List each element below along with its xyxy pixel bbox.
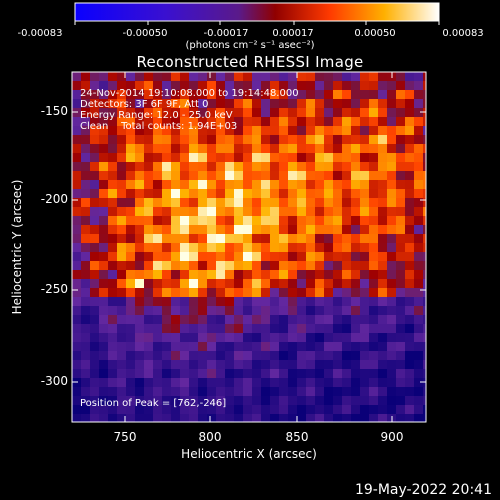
x-tick-label: 750 bbox=[113, 430, 137, 444]
plot-title: Reconstructed RHESSI Image bbox=[136, 53, 364, 71]
x-axis-label: Heliocentric X (arcsec) bbox=[181, 447, 317, 461]
info-detectors: Detectors: 3F 6F 9F, Att 0 bbox=[80, 99, 209, 110]
peak-position-label: Position of Peak = [762,-246] bbox=[80, 398, 227, 409]
y-axis-label: Heliocentric Y (arcsec) bbox=[10, 179, 24, 315]
y-tick-label: -300 bbox=[40, 374, 68, 388]
colorbar-unit-label: (photons cm⁻² s⁻¹ asec⁻²) bbox=[185, 40, 315, 51]
y-tick-label: -250 bbox=[40, 282, 68, 296]
info-energy-range: Energy Range: 12.0 - 25.0 keV bbox=[80, 110, 233, 121]
colorbar-tick-marks bbox=[74, 21, 440, 25]
colorbar-tick-label: -0.00017 bbox=[203, 28, 249, 39]
x-tick-label: 900 bbox=[380, 430, 404, 444]
colorbar-tick-label: 0.00083 bbox=[442, 28, 484, 39]
rhessi-image: 24-Nov-2014 19:10:08.000 to 19:14:48.000… bbox=[72, 72, 426, 422]
y-tick-label: -150 bbox=[40, 104, 68, 118]
colorbar-tick-label: 0.00017 bbox=[272, 28, 314, 39]
info-time-range: 24-Nov-2014 19:10:08.000 to 19:14:48.000 bbox=[80, 88, 299, 99]
timestamp: 19-May-2022 20:41 bbox=[354, 482, 492, 498]
heatmap-pixels bbox=[72, 72, 426, 422]
x-tick-label: 850 bbox=[285, 430, 309, 444]
colorbar-tick-label: -0.00083 bbox=[17, 28, 63, 39]
colorbar-tick-label: 0.00050 bbox=[354, 28, 396, 39]
colorbar-tick-label: -0.00050 bbox=[122, 28, 168, 39]
x-tick-label: 800 bbox=[198, 430, 222, 444]
y-tick-label: -200 bbox=[40, 192, 68, 206]
info-clean-counts: Clean Total counts: 1.94E+03 bbox=[80, 121, 238, 132]
colorbar bbox=[74, 2, 440, 25]
